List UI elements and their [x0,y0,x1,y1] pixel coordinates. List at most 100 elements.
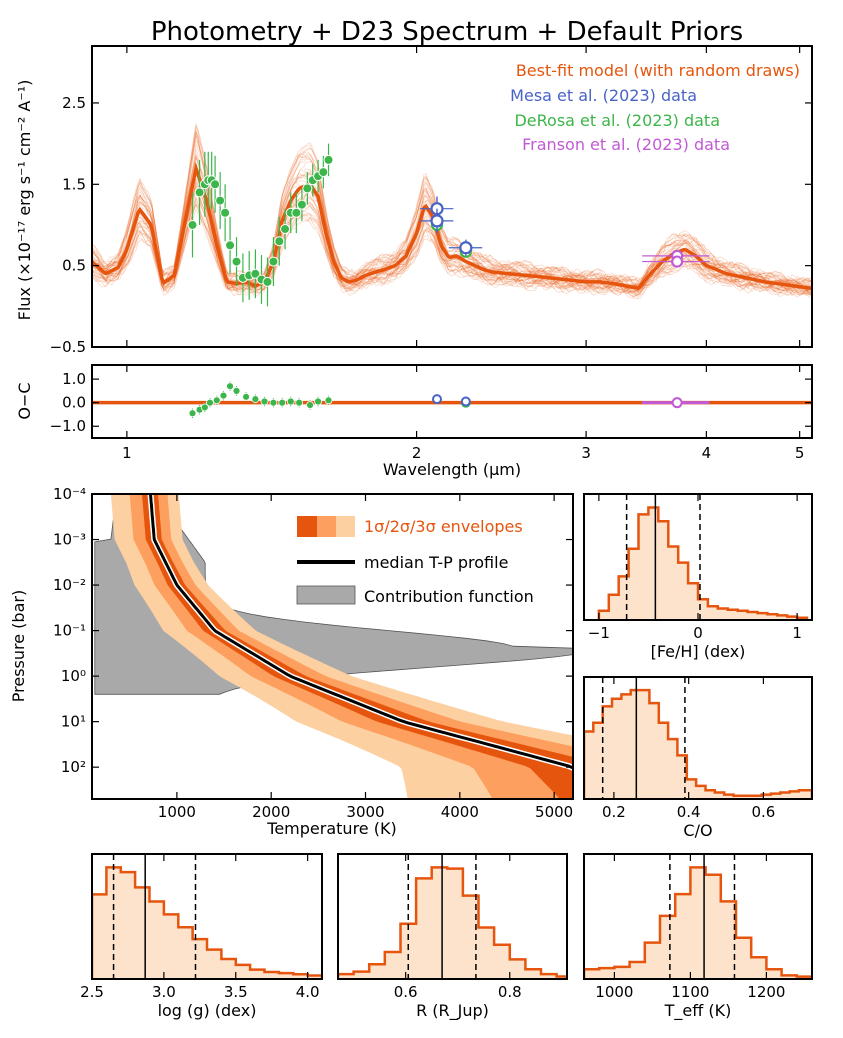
hist-feh-x-label: [Fe/H] (dex) [651,642,746,661]
legend-swatch-2sigma [317,516,336,537]
hist-logg-x-label: log (g) (dex) [158,1001,257,1020]
tp-y-label: Pressure (bar) [9,590,28,702]
histogram-co: 0.2 0.4 0.6 C/O [583,676,813,840]
residual-y-tick-label: 1.0 [62,370,86,388]
residual-derosa-point [306,401,314,409]
residual-mesa-point [460,396,471,407]
hist-teff-outline [584,866,812,979]
hist-co-x-tick-label: 0.6 [751,803,775,821]
hist-co-x-label: C/O [683,821,712,840]
residual-x-tick-label: 3 [581,444,591,462]
spectrum-y-tick-label: 0.5 [62,257,86,275]
hist-logg-x-tick-label: 4.0 [296,983,320,1001]
model-draw-13 [92,135,812,289]
model-draw-40 [92,191,812,294]
spectrum-y-ticks: −0.5 0.5 1.5 2.5 [50,94,812,356]
model-draw-38 [92,187,812,296]
model-draw-25 [92,188,812,295]
residual-derosa-point [314,397,322,406]
residual-x-tick-label: 2 [412,444,422,462]
spectrum-y-tick-label: −0.5 [50,338,86,356]
histogram-logg: 2.5 3.0 3.5 4.0 log (g) (dex) [80,853,323,1020]
median-tp-profile [149,494,573,770]
residual-points [188,381,710,418]
model-draw-24 [92,186,812,296]
hist-logg-outline [92,866,322,979]
derosa-point [274,236,285,247]
hist-feh-outline [597,506,809,620]
model-draw-20 [92,148,812,289]
model-draw-1 [92,134,812,289]
best-fit-model-line [92,161,812,291]
tp-legend: 1σ/2σ/3σ envelopes median T-P profile Co… [296,516,534,606]
model-draw-37 [92,197,812,298]
residual-y-ticks: 1.0 0.0 −1.0 [50,370,812,435]
hist-logg-x-tick-label: 3.0 [152,983,176,1001]
derosa-point [231,256,242,267]
hist-radius-frame [337,853,568,980]
residual-derosa-point [226,382,234,391]
derosa-point [318,167,329,178]
legend-derosa: DeRosa et al. (2023) data [514,111,720,130]
hist-teff-x-label: T_eff (K) [664,1001,732,1021]
spectrum-frame [91,45,813,348]
residual-derosa-point [278,398,287,407]
legend-mesa: Mesa et al. (2023) data [510,86,697,105]
legend-swatch-1sigma [297,516,317,537]
derosa-point [225,240,236,251]
derosa-point [215,195,226,206]
hist-radius-x-tick-label: 0.8 [498,983,522,1001]
histogram-feh: −1 0 1 [Fe/H] (dex) [583,493,813,661]
residual-y-tick-label: 0.0 [62,394,86,412]
tp-y-tick-label: 10² [61,758,86,776]
hist-feh-frame [583,493,813,621]
derosa-point [250,268,261,279]
hist-logg-x-tick-label: 2.5 [80,983,104,1001]
legend-contribution: Contribution function [364,587,534,606]
model-draw-0 [92,208,812,297]
residual-derosa-point [206,398,214,407]
model-draw-42 [92,203,812,297]
tp-panel: 1000 2000 3000 4000 5000 10⁻⁴ 10⁻³ 10⁻² 10⁻¹ 10⁰… [9,485,574,838]
tp-x-ticks: 1000 2000 3000 4000 5000 [158,494,573,821]
model-draw-28 [92,155,812,291]
hist-teff-x-tick-label: 1000 [595,983,633,1001]
residual-derosa-point [242,392,250,401]
model-draw-39 [92,184,812,297]
tp-x-tick-label: 5000 [535,803,573,821]
hist-radius-fill [338,867,567,979]
residual-panel: 1.0 0.0 −1.0 1 2 3 4 5 O−C Wavelength (μm) [15,364,813,479]
legend-model: Best-fit model (with random draws) [516,61,800,80]
model-draw-12 [92,155,812,288]
residual-frame [91,364,813,439]
hist-radius-x-label: R (R_Jup) [416,1001,489,1021]
model-draw-21 [92,198,812,298]
mesa-data-points [419,196,483,256]
hist-logg-fill [92,867,322,979]
tp-x-tick-label: 3000 [346,803,384,821]
hist-feh-x-tick-label: 1 [792,624,802,642]
franson-data-points [642,249,710,268]
hist-co-x-tick-label: 0.2 [602,803,626,821]
wavelength-x-label: Wavelength (μm) [383,460,521,479]
hist-co-frame [583,676,813,800]
figure-title: Photometry + D23 Spectrum + Default Prio… [151,17,743,47]
legend-envelopes: 1σ/2σ/3σ envelopes [364,517,523,536]
spectrum-y-label: Flux (×10⁻¹⁷ erg s⁻¹ cm⁻² A⁻¹) [15,80,34,321]
franson-point [671,255,684,268]
model-draw-27 [92,169,812,296]
legend-swatch-contribution [296,585,356,605]
derosa-point [291,207,302,218]
tp-y-tick-label: 10⁻¹ [53,622,86,640]
residual-derosa-point [260,397,269,406]
hist-teff-x-tick-label: 1100 [671,983,709,1001]
hist-co-outline [584,688,812,799]
spectrum-panel: −0.5 0.5 1.5 2.5 Flux (×10⁻¹⁷ erg s⁻¹ cm⁻² … [15,45,813,356]
tp-y-tick-label: 10⁻⁴ [53,485,86,503]
derosa-point [187,219,198,230]
tp-y-ticks: 10⁻⁴ 10⁻³ 10⁻² 10⁻¹ 10⁰ 10¹ 10² [53,485,573,776]
hist-teff-fill [584,867,812,979]
residual-derosa-point [324,396,333,405]
tp-x-tick-label: 4000 [441,803,479,821]
